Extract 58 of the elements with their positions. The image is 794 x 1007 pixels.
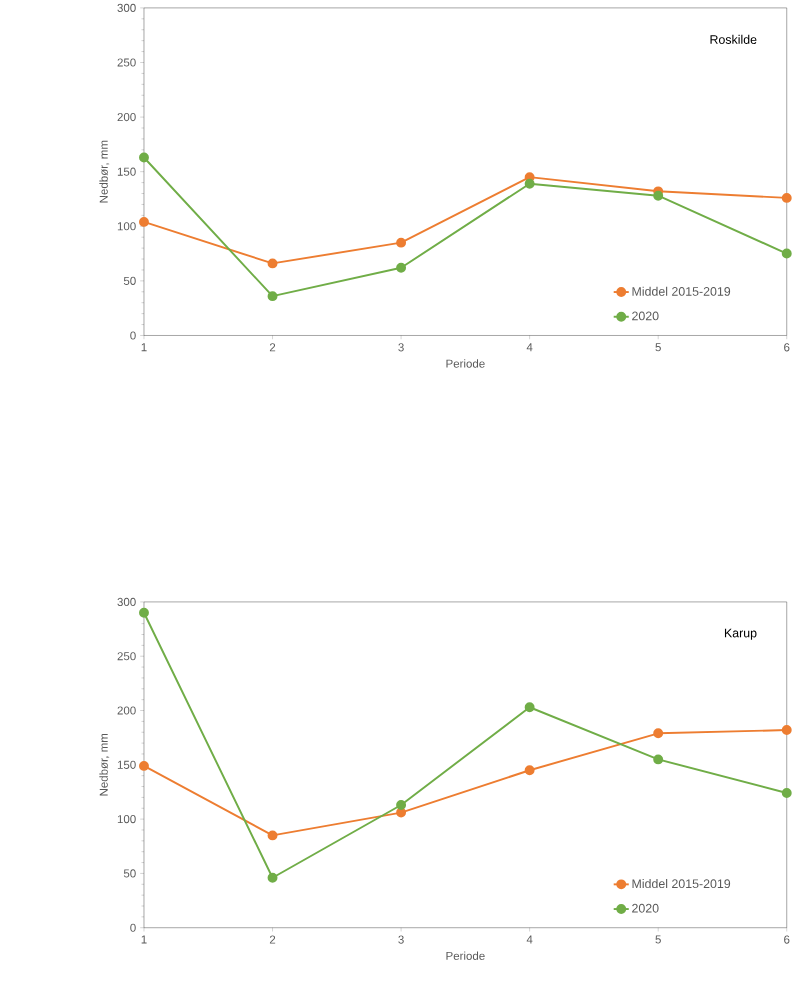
y-tick-label: 250	[117, 652, 136, 661]
point	[396, 237, 407, 248]
point	[781, 788, 792, 799]
x-tick-label: 2	[270, 935, 276, 944]
x-axis-title: Periode	[446, 359, 485, 368]
x-tick-label: 1	[141, 935, 147, 944]
y-tick-label: 150	[117, 760, 136, 769]
point	[781, 725, 792, 736]
point	[267, 872, 278, 883]
legend-label: 2020	[632, 903, 659, 913]
point	[139, 152, 150, 163]
x-tick-label: 2	[270, 343, 276, 352]
point	[396, 262, 407, 273]
point	[653, 728, 664, 739]
point	[139, 216, 150, 227]
x-tick-label: 5	[655, 343, 662, 352]
x-axis-title: Periode	[446, 951, 485, 960]
point	[139, 607, 150, 618]
y-tick-label: 250	[117, 58, 136, 67]
x-tick-label: 6	[784, 343, 790, 352]
point	[267, 291, 278, 302]
point	[267, 258, 278, 269]
y-axis-title: Nedbør, mm	[99, 140, 110, 203]
point	[396, 807, 407, 818]
x-tick-label: 5	[655, 935, 662, 944]
x-tick-label: 6	[784, 935, 790, 944]
annotation: Karup	[725, 628, 757, 640]
legend-label: Middel 2015-2019	[632, 286, 731, 296]
point	[781, 192, 792, 203]
y-tick-label: 100	[117, 222, 136, 231]
point	[139, 760, 150, 771]
y-tick-label: 200	[117, 706, 136, 715]
legend-label: Middel 2015-2019	[632, 879, 731, 889]
y-tick-label: 150	[117, 167, 136, 176]
annotation: Roskilde	[710, 34, 757, 44]
point	[524, 765, 535, 776]
x-tick-label: 3	[398, 343, 404, 352]
point	[781, 248, 792, 259]
y-axis-title: Nedbør, mm	[99, 733, 110, 796]
y-tick-label: 50	[123, 869, 136, 878]
x-tick-label: 4	[526, 343, 533, 352]
point	[267, 830, 278, 841]
point	[653, 754, 664, 765]
point	[396, 800, 407, 810]
x-tick-label: 3	[398, 935, 404, 944]
point	[653, 190, 664, 201]
x-tick-label: 1	[141, 343, 147, 352]
y-tick-label: 100	[117, 815, 136, 824]
y-tick-label: 0	[130, 923, 136, 932]
y-tick-label: 300	[117, 597, 136, 606]
point	[524, 178, 535, 189]
y-tick-label: 50	[123, 276, 136, 285]
point	[524, 702, 535, 713]
legend-label: 2020	[632, 311, 659, 321]
y-tick-label: 200	[117, 113, 136, 122]
y-tick-label: 0	[130, 331, 136, 340]
y-tick-label: 300	[117, 3, 136, 12]
x-tick-label: 4	[526, 935, 533, 944]
